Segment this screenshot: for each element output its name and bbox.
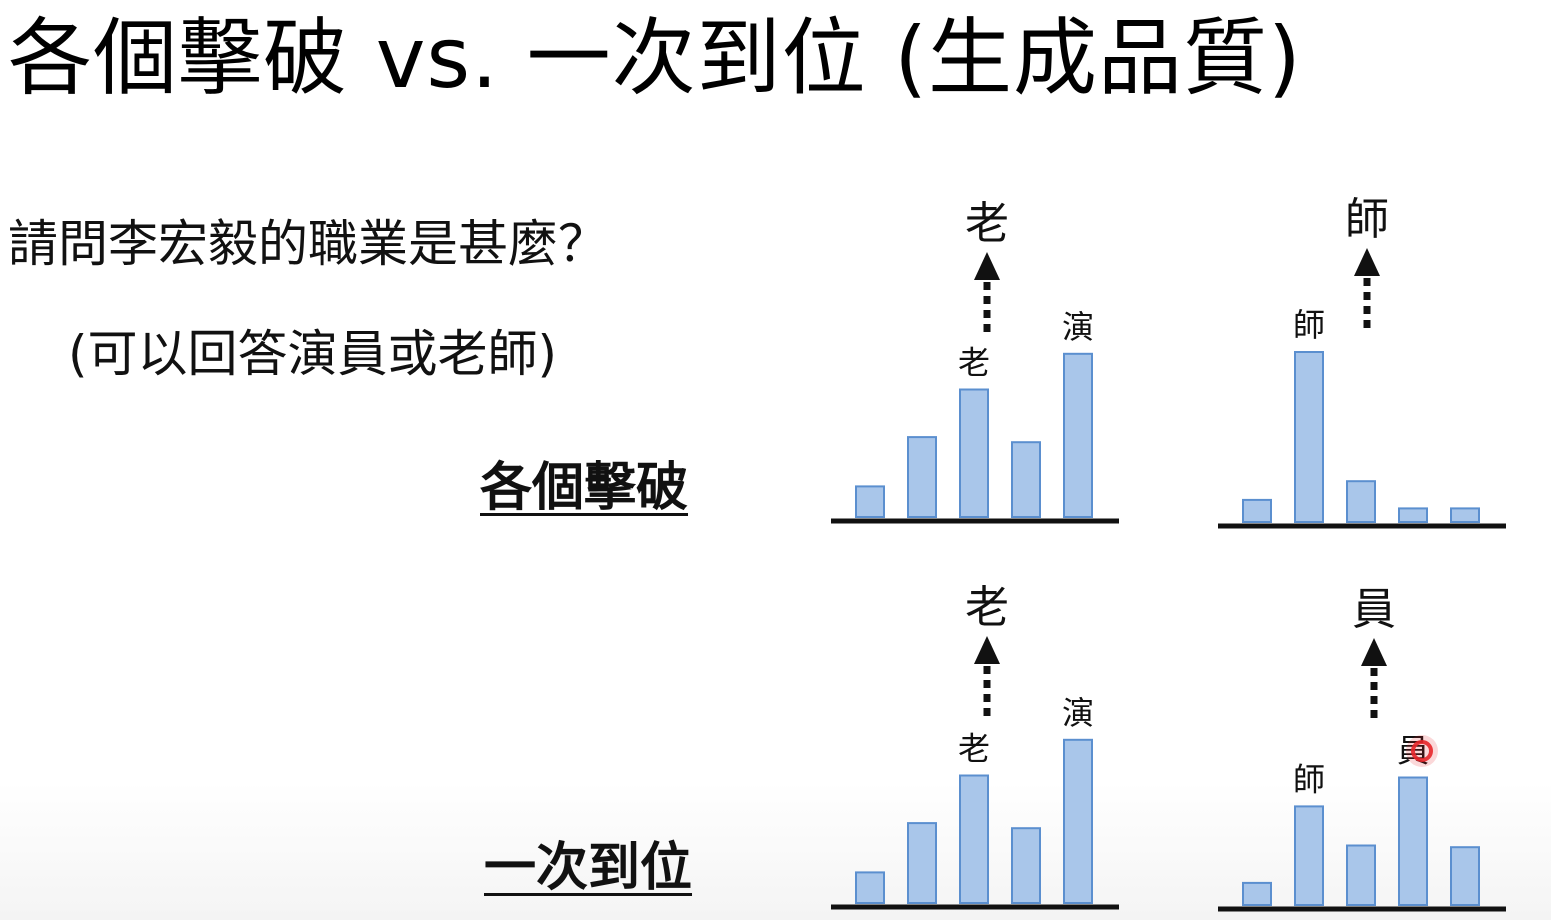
bar <box>1399 508 1427 522</box>
bar <box>1295 806 1323 905</box>
output-token: 老 <box>965 582 1009 633</box>
bar <box>908 437 936 517</box>
bar <box>1012 828 1040 903</box>
bar-label: 老 <box>958 344 990 382</box>
bar <box>1399 778 1427 906</box>
bar-label: 師 <box>1293 306 1325 344</box>
bar-label: 師 <box>1293 760 1325 798</box>
bar <box>1347 481 1375 522</box>
bar <box>1012 442 1040 517</box>
arrow-head <box>1354 248 1380 276</box>
bar <box>1347 846 1375 906</box>
bar-label: 演 <box>1062 694 1094 732</box>
bar-label: 演 <box>1062 308 1094 346</box>
bar <box>960 776 988 904</box>
bar-label: 老 <box>958 730 990 768</box>
bar <box>960 390 988 518</box>
bar <box>856 872 884 903</box>
cursor-glow <box>1406 735 1438 767</box>
bar <box>908 823 936 903</box>
bar <box>1295 352 1323 522</box>
output-token: 師 <box>1345 194 1389 245</box>
bar <box>1243 500 1271 522</box>
bar <box>1451 847 1479 905</box>
arrow-head <box>974 636 1000 664</box>
output-token: 老 <box>965 198 1009 249</box>
output-token: 員 <box>1352 584 1396 635</box>
bar <box>856 486 884 517</box>
bar <box>1451 508 1479 522</box>
bar <box>1064 740 1092 903</box>
arrow-head <box>974 252 1000 280</box>
bar <box>1064 354 1092 517</box>
bar <box>1243 883 1271 905</box>
arrow-head <box>1361 638 1387 666</box>
